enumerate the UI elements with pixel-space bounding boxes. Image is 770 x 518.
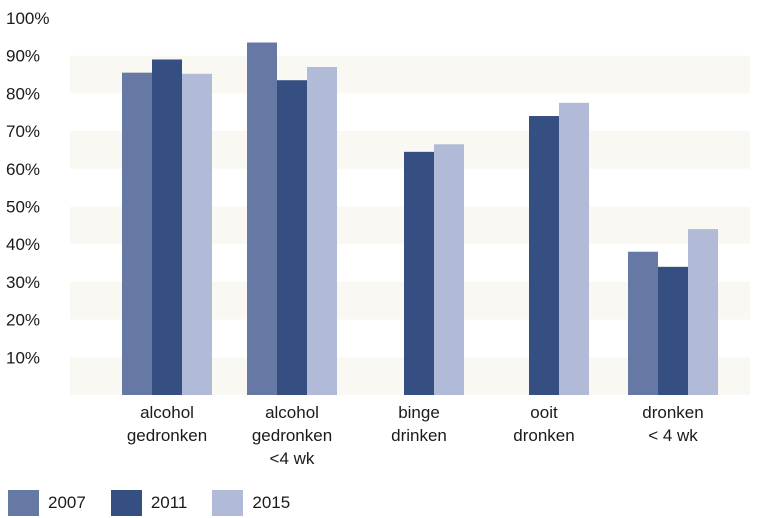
legend-label-2015: 2015 [252,493,291,512]
x-category-label: gedronken [252,426,332,445]
legend-swatch-2007 [8,490,39,516]
bar-2011 [529,116,559,396]
x-category-label: < 4 wk [648,426,698,445]
bar-2011 [658,266,688,395]
y-tick-label: 100% [6,9,49,28]
legend-label-2011: 2011 [150,493,188,512]
x-category-label: gedronken [127,426,207,445]
x-category-label: <4 wk [270,449,315,468]
legend-swatch-2015 [212,490,244,516]
x-category-label: drinken [391,426,447,445]
legend-swatch-2011 [110,490,142,516]
bar-2011 [404,151,434,395]
legend-item-2015: 2015 [212,490,290,516]
bar-2011 [152,59,182,395]
y-tick-label: 60% [6,160,40,179]
bar-2015 [434,144,464,395]
bar-2015 [307,67,337,395]
bar-2015 [559,102,589,395]
y-tick-label: 30% [6,273,40,292]
y-tick-label: 10% [6,348,40,367]
x-category-label: alcohol [140,403,194,422]
x-category-label: dronken [642,403,703,422]
legend-label-2007: 2007 [48,493,86,512]
x-category-label: dronken [513,426,574,445]
bar-2007 [247,42,277,395]
y-tick-label: 50% [6,198,40,217]
bar-2015 [688,229,718,395]
x-category-label: ooit [530,403,558,422]
legend: 2007 2011 2015 [8,488,315,518]
bar-2007 [122,72,152,395]
y-tick-label: 90% [6,47,40,66]
y-tick-label: 80% [6,84,40,103]
y-tick-label: 70% [6,122,40,141]
x-category-label: alcohol [265,403,319,422]
legend-item-2011: 2011 [110,490,188,516]
bar-2011 [277,80,307,395]
bar-2007 [628,251,658,395]
legend-item-2007: 2007 [8,490,86,516]
x-category-label: binge [398,403,440,422]
y-tick-label: 20% [6,311,40,330]
y-tick-label: 40% [6,235,40,254]
bar-2015 [182,73,212,396]
